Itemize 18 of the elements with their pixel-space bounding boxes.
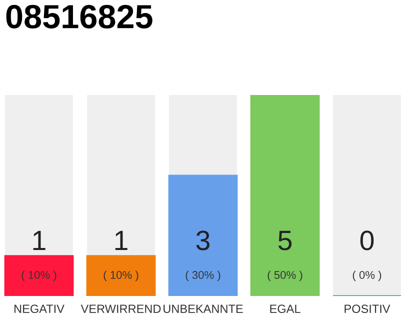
bar (86, 255, 156, 296)
annotation: ( 0% ) (352, 270, 382, 282)
data-label: 3 (196, 230, 210, 250)
x-tick-label: EGAL (270, 304, 300, 314)
data-label: 1 (115, 230, 128, 250)
annotation: ( 10% ) (104, 270, 138, 282)
x-tick-label: VERWIRREND (80, 304, 161, 313)
chart-title: 08516825 (6, 4, 152, 28)
annotation: ( 10% ) (22, 270, 56, 282)
data-label: 0 (360, 230, 374, 250)
annotation: ( 50% ) (268, 270, 302, 282)
annotation: ( 30% ) (186, 270, 220, 282)
x-tick-label: NEGATIV (14, 304, 64, 314)
data-label: 1 (33, 230, 46, 250)
data-label: 5 (278, 230, 292, 250)
x-tick-label: UNBEKANNTE (164, 304, 243, 314)
bar (4, 255, 74, 296)
x-tick-label: POSITIV (344, 304, 390, 314)
